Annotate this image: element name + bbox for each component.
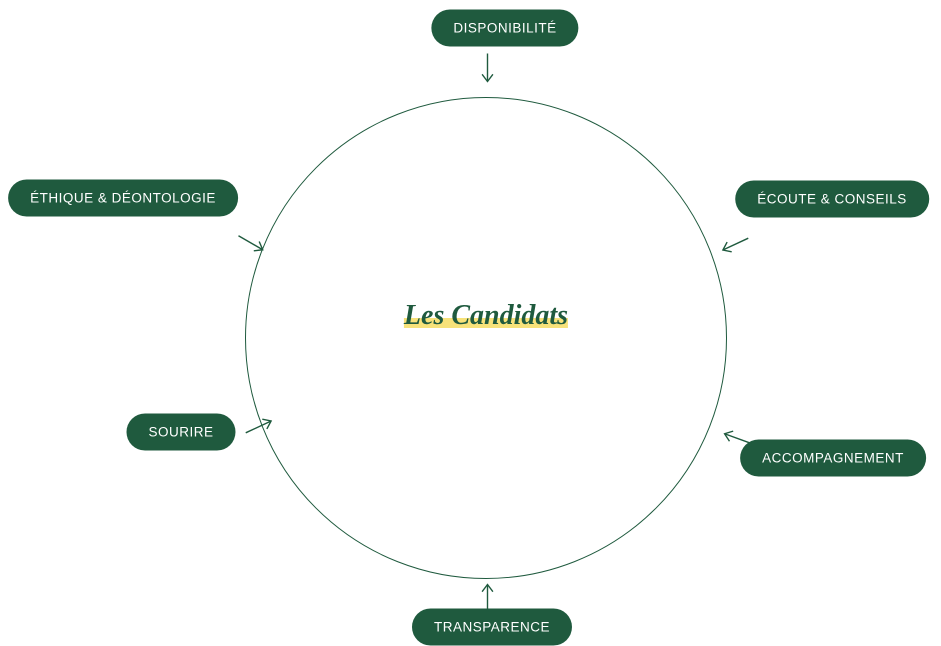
pill-ecoute: ÉCOUTE & CONSEILS (735, 181, 929, 218)
radial-diagram: Les Candidats DISPONIBILITÉ ÉCOUTE & CON… (0, 0, 941, 642)
center-circle (245, 97, 727, 579)
arrow-disponibilite (476, 52, 498, 93)
center-label-text: Les Candidats (404, 300, 568, 331)
arrow-accompagnement (710, 420, 756, 455)
pill-disponibilite: DISPONIBILITÉ (431, 10, 578, 47)
arrow-transparence (476, 574, 498, 615)
pill-accompagnement: ACCOMPAGNEMENT (740, 440, 926, 477)
pill-sourire: SOURIRE (126, 414, 235, 451)
pill-ethique: ÉTHIQUE & DÉONTOLOGIE (8, 180, 238, 217)
arrow-ecoute (708, 227, 754, 264)
center-label: Les Candidats (404, 300, 568, 332)
